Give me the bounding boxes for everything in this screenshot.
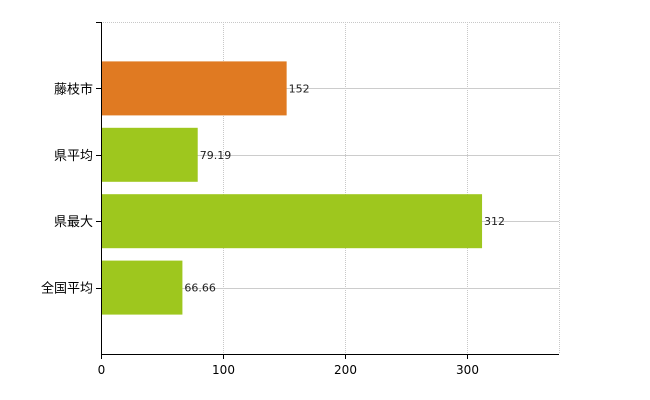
category-label: 藤枝市 [54, 81, 93, 97]
x-tick-label: 300 [456, 363, 479, 377]
x-tick-label: 0 [98, 363, 106, 377]
data-label: 79.19 [200, 149, 232, 162]
bar-series [101, 61, 483, 315]
labels: 152 藤枝市 79.19 県平均 312 県最大 66.66 全国平均 0 100 200 300 [41, 81, 505, 377]
data-label: 312 [484, 215, 505, 228]
data-label: 152 [289, 82, 310, 95]
category-label: 県平均 [54, 149, 93, 164]
bar [101, 194, 483, 249]
x-tick-label: 200 [334, 363, 357, 377]
x-tick-label: 100 [212, 363, 235, 377]
category-label: 県最大 [54, 215, 93, 230]
bar [101, 260, 183, 315]
data-label: 66.66 [184, 282, 216, 295]
bar [101, 127, 198, 182]
axes [96, 22, 559, 359]
bar [101, 61, 287, 116]
category-label: 全国平均 [41, 281, 93, 297]
